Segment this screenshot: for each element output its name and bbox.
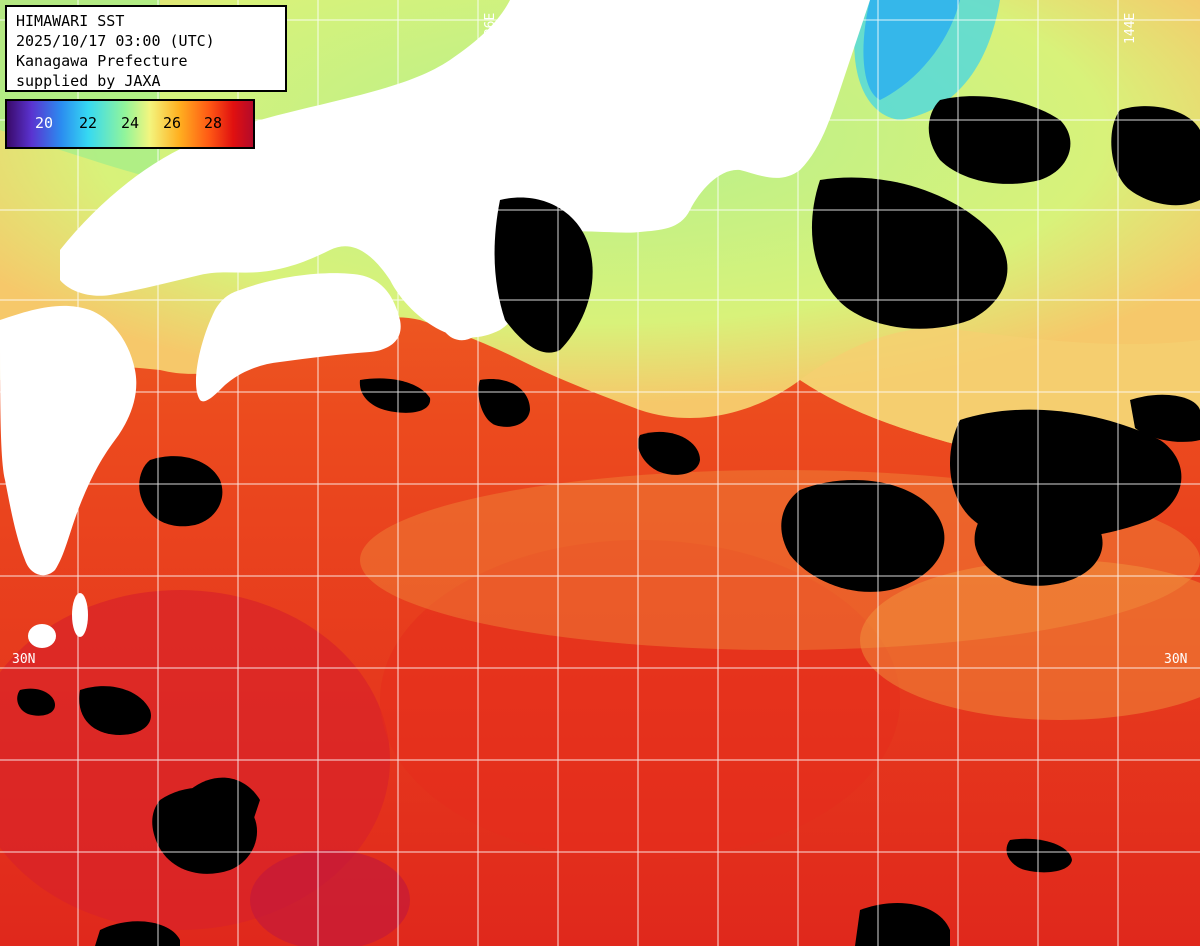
color-scale-legend: 20 22 24 26 28 bbox=[5, 99, 255, 149]
legend-tick-24: 24 bbox=[121, 114, 140, 132]
land-island bbox=[28, 624, 56, 648]
land-shikoku bbox=[195, 273, 401, 402]
land-kii-peninsula bbox=[427, 240, 492, 341]
timestamp: 2025/10/17 03:00 (UTC) bbox=[16, 32, 215, 50]
lon-label-144e: 144E bbox=[1123, 12, 1138, 44]
lat-label-right: 30N bbox=[1164, 652, 1188, 667]
lon-label-136e: 136E bbox=[483, 12, 498, 44]
info-box: HIMAWARI SST 2025/10/17 03:00 (UTC) Kana… bbox=[5, 5, 287, 92]
land-island bbox=[72, 593, 88, 637]
land-island bbox=[2, 418, 22, 462]
legend-tick-26: 26 bbox=[163, 114, 182, 132]
legend-tick-22: 22 bbox=[79, 114, 98, 132]
organization: Kanagawa Prefecture bbox=[16, 52, 188, 70]
sea-magenta-patch bbox=[250, 850, 410, 946]
data-credit: supplied by JAXA bbox=[16, 72, 161, 90]
cloud-cover bbox=[17, 96, 1200, 946]
land-kyushu bbox=[0, 305, 137, 576]
sea-deep-red-patch bbox=[380, 540, 900, 860]
lat-label-left: 30N bbox=[12, 652, 36, 667]
product-title: HIMAWARI SST bbox=[16, 12, 125, 30]
legend-tick-28: 28 bbox=[204, 114, 223, 132]
land-island bbox=[482, 154, 498, 182]
legend-tick-20: 20 bbox=[35, 114, 54, 132]
sea-cyan-patch bbox=[854, 0, 1000, 120]
sea-orange-band bbox=[860, 560, 1200, 720]
land-honshu bbox=[60, 0, 870, 338]
